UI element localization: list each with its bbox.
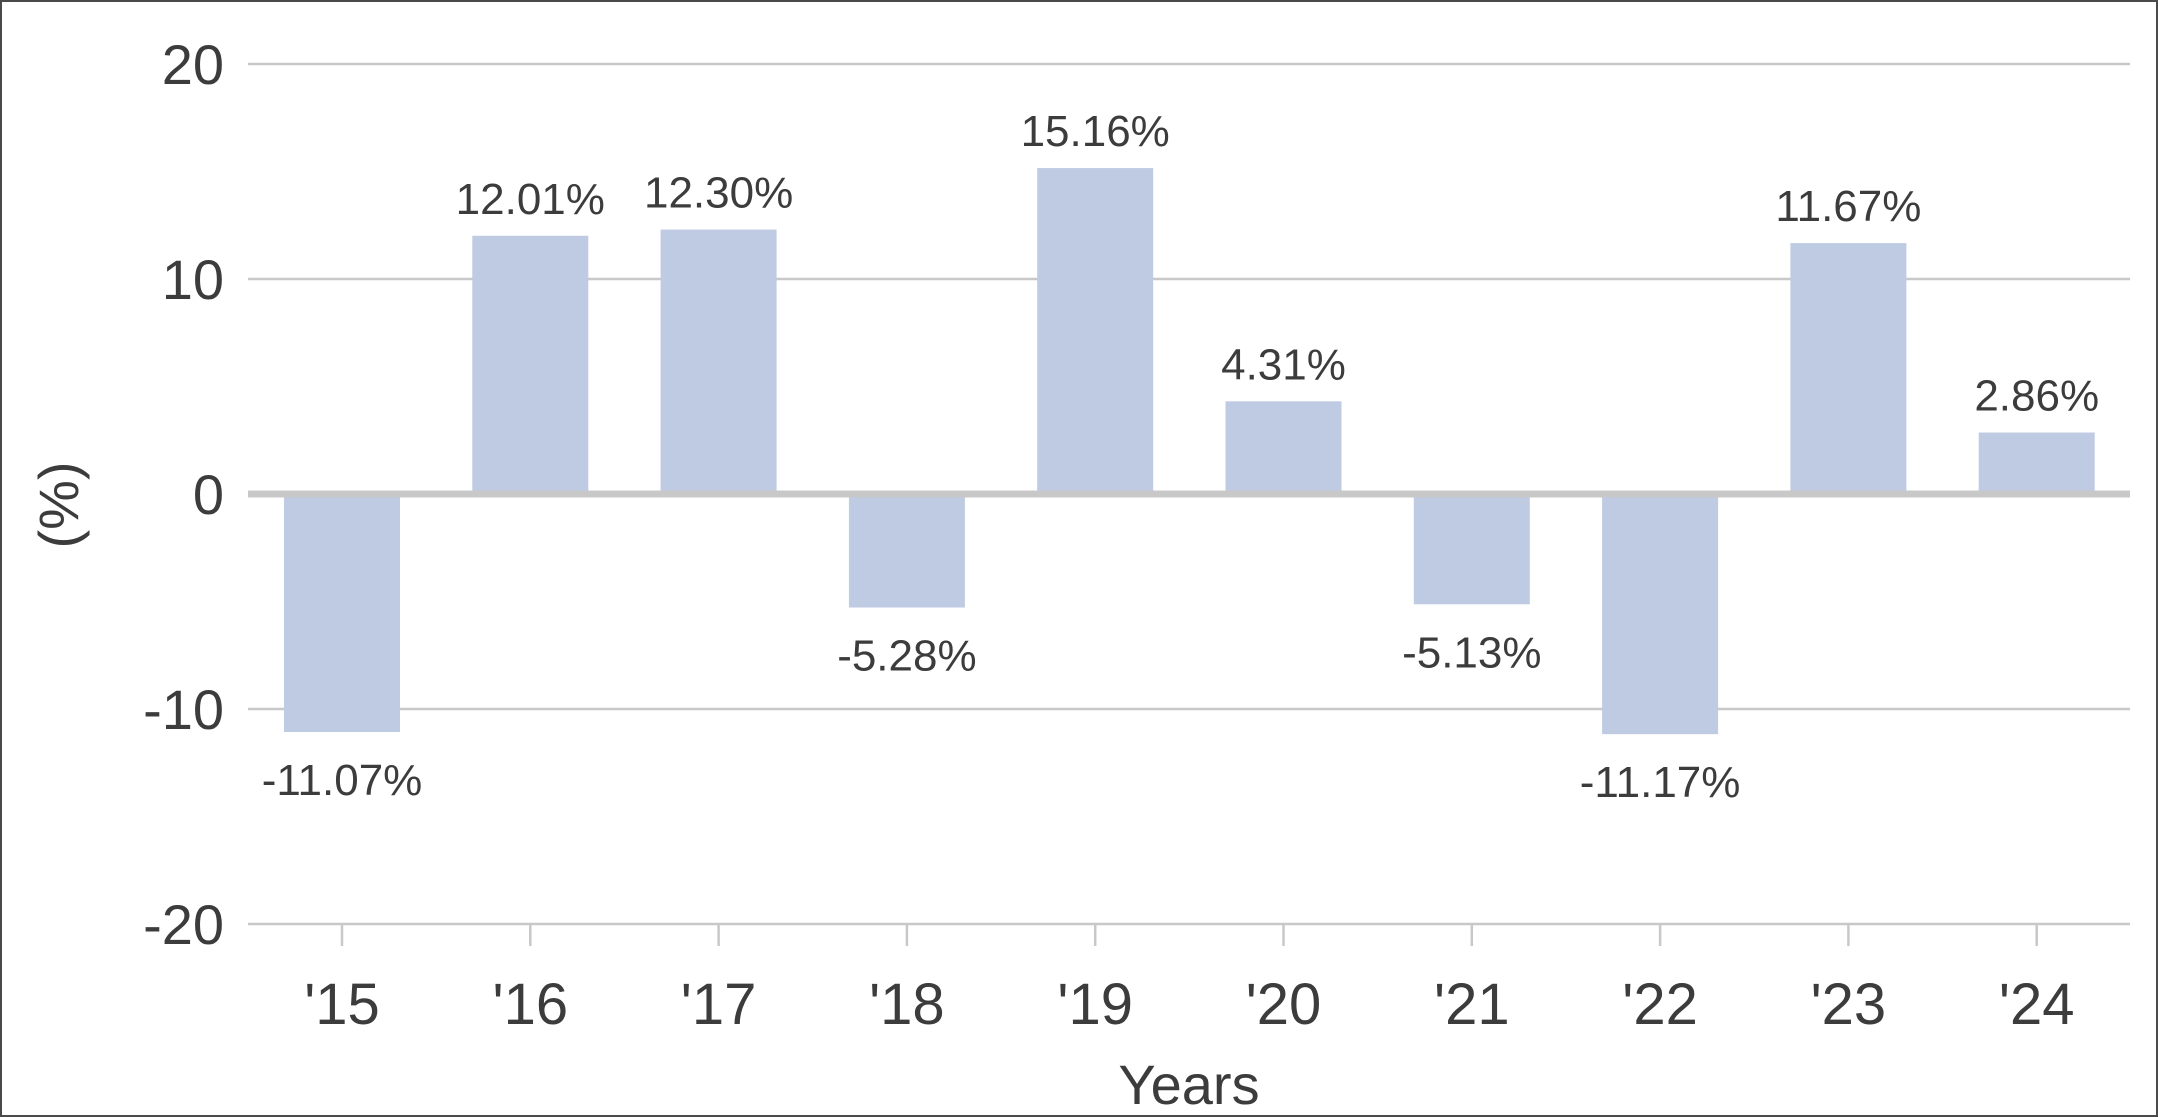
bar-15 xyxy=(284,494,400,733)
y-tick-label: 20 xyxy=(162,33,224,96)
data-label: -11.17% xyxy=(1580,758,1741,807)
data-label: -5.13% xyxy=(1402,628,1541,677)
data-label: 12.01% xyxy=(456,175,605,224)
x-tick-label: '24 xyxy=(1999,972,2075,1037)
x-axis-tick-labels: '15 '16 '17 '18 '19 '20 '21 '22 '23 '24 xyxy=(304,972,2074,1037)
data-label: 11.67% xyxy=(1775,182,1921,231)
data-label: 4.31% xyxy=(1221,340,1346,389)
bar-24 xyxy=(1978,432,2095,494)
x-tick-label: '20 xyxy=(1246,972,1322,1037)
data-label: -5.28% xyxy=(837,632,976,681)
data-label: -11.07% xyxy=(262,756,423,805)
x-tick-label: '16 xyxy=(493,972,569,1037)
x-tick-label: '17 xyxy=(681,972,757,1037)
x-tick-label: '18 xyxy=(869,972,945,1037)
bar-23 xyxy=(1790,243,1907,494)
bar-20 xyxy=(1225,401,1342,494)
x-axis-title: Years xyxy=(1118,1053,1259,1115)
bars xyxy=(284,168,2095,735)
y-tick-label: -20 xyxy=(143,893,224,956)
x-tick-label: '19 xyxy=(1057,972,1133,1037)
x-tick-label: '22 xyxy=(1622,972,1698,1037)
data-labels: -11.07% 12.01% 12.30% -5.28% 15.16% 4.31% -5.1… xyxy=(262,107,2099,807)
bar-17 xyxy=(660,229,777,495)
x-tick-label: '21 xyxy=(1434,972,1510,1037)
y-tick-label: 10 xyxy=(162,248,224,311)
x-axis-ticks xyxy=(340,924,2038,946)
bar-19 xyxy=(1037,168,1154,494)
data-label: 15.16% xyxy=(1021,107,1170,156)
y-axis-title: (%) xyxy=(27,461,90,548)
data-label: 2.86% xyxy=(1974,372,2099,421)
y-tick-label: -10 xyxy=(143,678,224,741)
x-tick-label: '15 xyxy=(304,972,380,1037)
bar-22 xyxy=(1602,494,1719,735)
y-tick-label: 0 xyxy=(193,463,224,526)
bar-21 xyxy=(1413,494,1530,605)
x-tick-label: '23 xyxy=(1811,972,1887,1037)
data-label: 12.30% xyxy=(644,169,793,218)
bar-16 xyxy=(472,235,589,494)
y-axis-tick-labels: 20 10 0 -10 -20 xyxy=(143,33,224,956)
bar-18 xyxy=(848,494,965,608)
